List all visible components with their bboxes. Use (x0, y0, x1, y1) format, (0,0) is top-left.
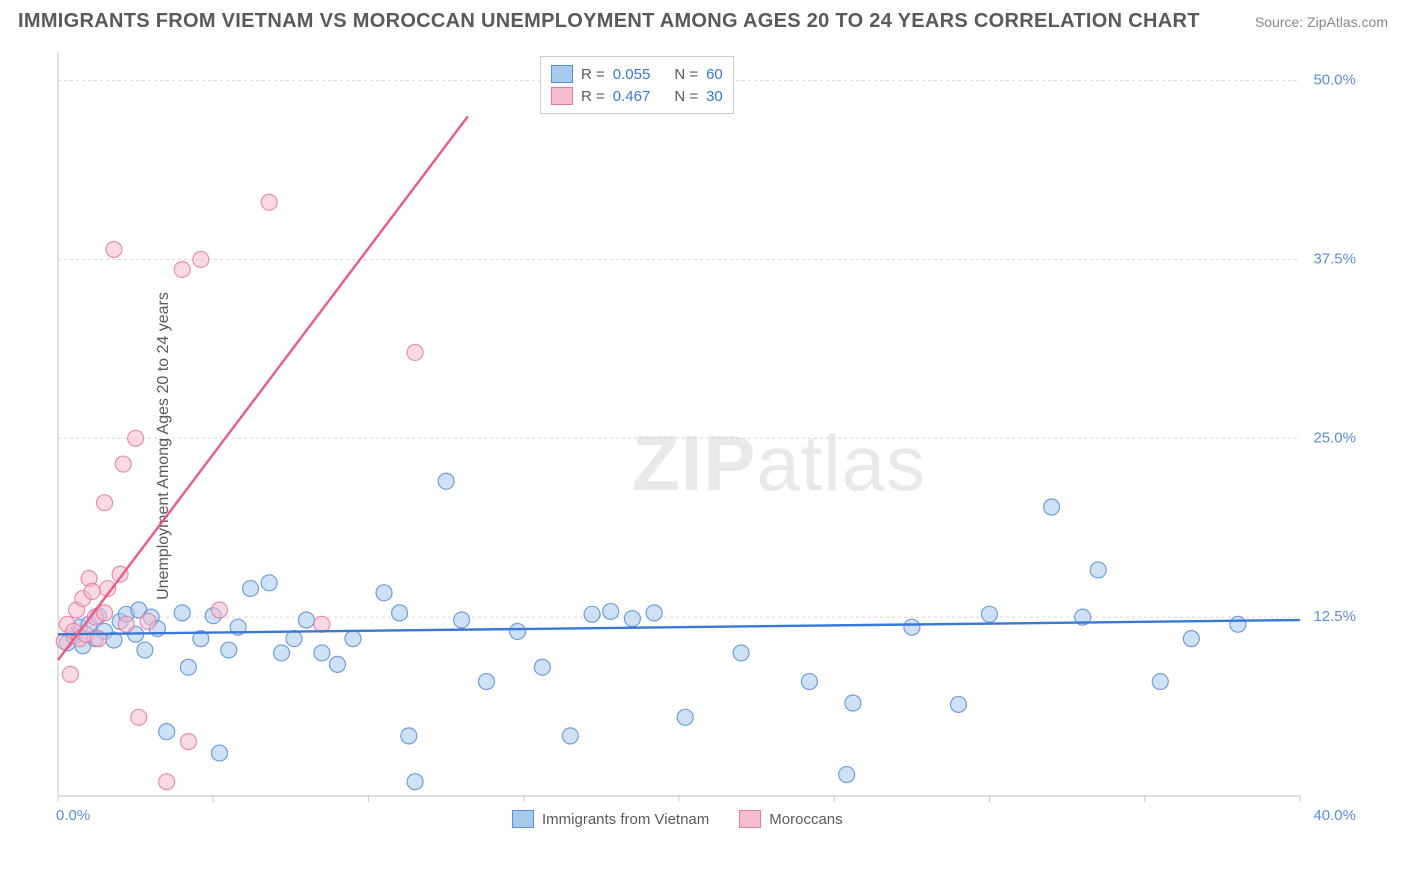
series-legend-label: Immigrants from Vietnam (542, 811, 709, 828)
legend-swatch (739, 810, 761, 828)
legend-correlation-row: R = 0.055 N = 60 (551, 63, 723, 85)
legend-n-value: 60 (706, 66, 723, 83)
legend-swatch (512, 810, 534, 828)
scatter-chart-svg: 12.5% 25.0% 37.5% 50.0% 0.0% 40.0% (52, 48, 1362, 838)
legend-r-label: R = (581, 66, 605, 83)
legend-r-value: 0.467 (613, 88, 651, 105)
svg-text:40.0%: 40.0% (1313, 807, 1356, 824)
source-attribution: Source: ZipAtlas.com (1255, 14, 1388, 30)
correlation-legend: R = 0.055 N = 60 R = 0.467 N = 30 (540, 56, 734, 114)
legend-r-label: R = (581, 88, 605, 105)
chart-area: 12.5%25.0%37.5%50.0%0.0%40.0% ZIPatlas R… (52, 48, 1362, 838)
svg-text:12.5%: 12.5% (1313, 608, 1356, 625)
legend-correlation-row: R = 0.467 N = 30 (551, 85, 723, 107)
legend-n-label: N = (674, 88, 698, 105)
legend-swatch (551, 87, 573, 105)
legend-n-value: 30 (706, 88, 723, 105)
legend-r-value: 0.055 (613, 66, 651, 83)
svg-text:37.5%: 37.5% (1313, 250, 1356, 267)
series-legend-item: Moroccans (739, 810, 842, 828)
chart-title: IMMIGRANTS FROM VIETNAM VS MOROCCAN UNEM… (18, 10, 1200, 33)
series-legend: Immigrants from Vietnam Moroccans (512, 810, 843, 828)
legend-n-label: N = (674, 66, 698, 83)
series-legend-label: Moroccans (769, 811, 842, 828)
legend-swatch (551, 65, 573, 83)
svg-text:50.0%: 50.0% (1313, 72, 1356, 89)
series-legend-item: Immigrants from Vietnam (512, 810, 709, 828)
svg-text:25.0%: 25.0% (1313, 429, 1356, 446)
svg-text:0.0%: 0.0% (56, 807, 90, 824)
